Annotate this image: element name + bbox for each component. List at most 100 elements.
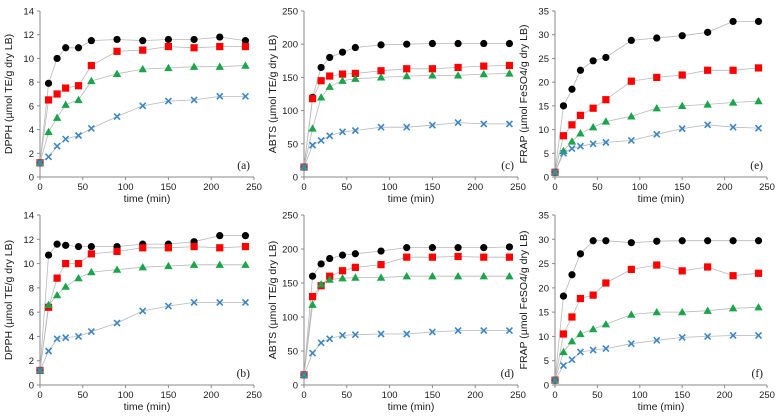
data-series-markers [299,69,514,171]
data-point-circle [216,232,224,240]
x-tick-label: 100 [118,182,134,193]
data-point-cross [559,362,568,370]
data-series-markers [300,39,514,171]
data-point-triangle [112,69,122,77]
data-point-cross [338,331,347,339]
y-axis-title: ABTS (µmol TE/g dry LB) [267,241,279,359]
y-axis-title: FRAP (µmol FeSO4/g dry LB) [518,231,530,370]
data-point-square [576,294,585,303]
data-point-square [338,267,347,275]
data-point-cross [139,102,147,110]
chart-panel: 0 50 100 150 200 250 0 50 100 150 200 250 time (min)… [267,7,526,206]
x-tick-label: 200 [467,390,483,401]
panel-label: (c) [501,160,514,172]
data-point-triangle [376,273,386,281]
series-connector-line [554,20,759,173]
data-series-markers [551,331,763,384]
data-point-triangle [138,64,147,73]
data-point-circle [338,48,347,56]
series-connector-line [39,235,246,371]
data-point-circle [403,40,411,48]
y-tick-label: 30 [538,30,549,41]
data-point-circle [326,254,334,263]
data-point-square [589,104,597,112]
data-point-triangle [61,100,70,108]
data-point-square [308,293,317,301]
data-point-circle [678,32,686,40]
y-tick-label: 5 [544,149,549,160]
y-tick-label: 150 [282,279,298,290]
x-tick-label: 250 [759,182,775,193]
x-tick-label: 250 [510,390,526,401]
x-tick-label: 100 [382,390,398,401]
data-point-circle [729,237,737,245]
data-point-cross [338,128,347,136]
data-point-triangle [754,96,763,105]
data-point-cross [428,121,436,129]
y-tick-label: 25 [538,54,549,65]
data-point-square [53,90,61,98]
data-series [39,246,246,371]
data-series [554,264,759,381]
data-point-square [559,330,568,338]
data-point-cross [164,97,172,105]
data-point-cross [480,120,488,128]
data-point-circle [377,41,385,49]
data-point-triangle [728,98,738,106]
data-point-circle [589,57,597,65]
data-point-triangle [505,272,514,280]
y-tick-label: 2 [29,149,34,160]
data-point-triangle [164,63,173,72]
x-tick-label: 200 [717,390,733,401]
data-point-triangle [567,337,577,345]
data-series-markers [36,92,250,167]
y-tick-label: 20 [538,283,549,294]
data-point-triangle [351,74,360,82]
data-point-triangle [588,123,598,131]
x-tick-label: 250 [510,182,526,193]
y-tick-label: 2 [29,356,34,367]
data-point-square [74,259,83,268]
data-series-markers [300,118,514,171]
data-point-circle [74,242,83,251]
data-point-cross [704,332,712,340]
data-point-cross [480,327,488,335]
series-connector-line [39,36,246,163]
y-tick-label: 25 [538,259,549,270]
series-connector-line [554,264,759,381]
data-point-circle [505,243,514,251]
data-point-circle [480,244,488,252]
data-point-square [139,46,147,54]
x-tick-label: 100 [632,182,648,193]
data-series-markers [551,64,763,176]
data-point-triangle [728,304,738,312]
y-tick-label: 0 [293,381,298,392]
y-tick-label: 10 [538,125,549,136]
data-point-triangle [505,69,514,77]
data-point-triangle [338,274,347,282]
data-point-square [729,272,737,280]
data-point-square [403,65,411,73]
data-point-cross [36,366,44,374]
data-point-triangle [74,273,83,282]
data-point-triangle [703,306,712,314]
data-point-triangle [479,272,488,280]
data-point-circle [559,102,568,110]
x-tick-label: 50 [592,390,603,401]
data-point-square [190,242,198,251]
data-point-circle [53,240,61,248]
data-point-circle [627,239,635,247]
data-point-triangle [576,329,585,338]
panel-label: (f) [752,368,764,380]
data-series [303,122,510,168]
data-point-square [754,64,763,72]
x-axis-title: time (min) [124,193,171,205]
data-point-square [87,61,95,70]
data-point-square [589,291,597,299]
data-point-triangle [338,76,347,84]
data-series [554,20,759,173]
data-point-circle [62,241,70,249]
y-tick-label: 35 [538,211,549,222]
series-connector-line [39,264,246,371]
